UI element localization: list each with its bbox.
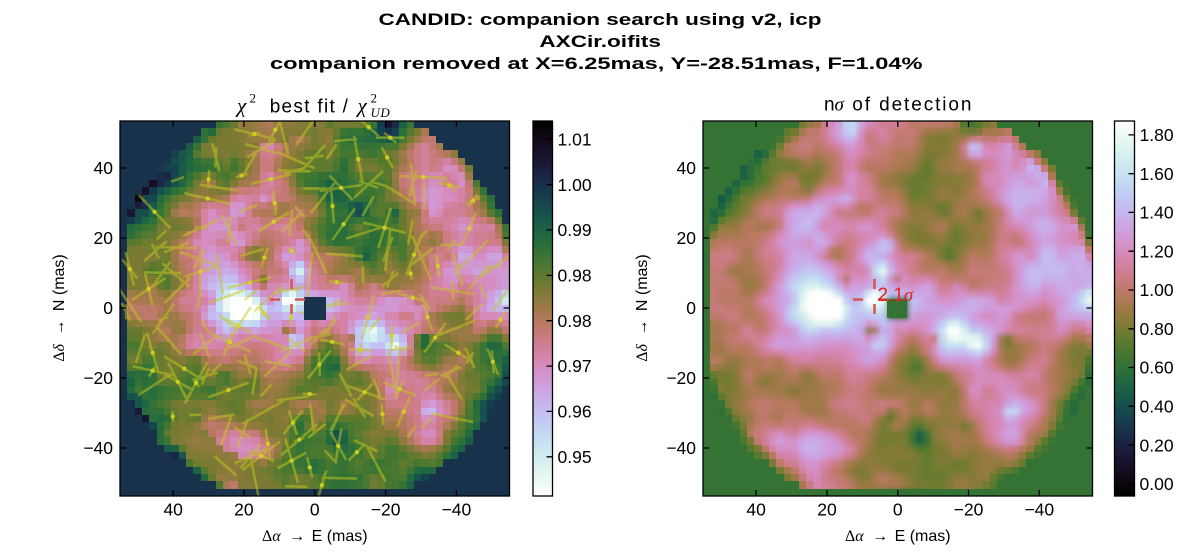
svg-text:UD: UD (371, 105, 391, 120)
svg-text:0.20: 0.20 (1140, 435, 1174, 455)
svg-text:−40: −40 (1024, 499, 1054, 519)
svg-text:1.40: 1.40 (1140, 203, 1174, 223)
svg-text:χ: χ (356, 94, 368, 118)
svg-text:0.97: 0.97 (558, 356, 592, 376)
svg-text:40: 40 (677, 158, 697, 178)
svg-text:Δα → E (mas): Δα → E (mas) (845, 528, 951, 545)
svg-text:0.40: 0.40 (1140, 397, 1174, 417)
svg-text:−20: −20 (954, 499, 984, 519)
svg-text:−20: −20 (666, 368, 696, 388)
svg-text:0: 0 (893, 499, 903, 519)
svg-text:−20: −20 (371, 499, 401, 519)
svg-text:0: 0 (103, 298, 113, 318)
svg-text:2.1σ: 2.1σ (878, 285, 914, 306)
svg-text:0.95: 0.95 (558, 447, 592, 467)
svg-text:0.60: 0.60 (1140, 358, 1174, 378)
svg-text:Δα → E (mas): Δα → E (mas) (262, 528, 368, 545)
svg-text:χ: χ (235, 94, 247, 118)
svg-text:−20: −20 (83, 368, 113, 388)
svg-text:0.96: 0.96 (558, 402, 592, 422)
svg-text:Δδ → N (mas): Δδ → N (mas) (634, 254, 651, 362)
svg-text:AXCir.oifits: AXCir.oifits (539, 32, 661, 51)
svg-text:0.98: 0.98 (558, 266, 592, 286)
svg-text:best fit /: best fit / (270, 97, 350, 118)
svg-text:2: 2 (371, 91, 378, 106)
svg-text:1.60: 1.60 (1140, 164, 1174, 184)
svg-text:0: 0 (686, 298, 696, 318)
svg-text:0.99: 0.99 (558, 220, 592, 240)
svg-text:Δδ → N (mas): Δδ → N (mas) (51, 254, 68, 362)
svg-text:0: 0 (310, 499, 320, 519)
svg-text:2: 2 (250, 91, 257, 106)
svg-text:companion removed at X=6.25mas: companion removed at X=6.25mas, Y=-28.51… (270, 54, 923, 73)
svg-text:1.00: 1.00 (1140, 280, 1174, 300)
svg-text:σ: σ (835, 95, 845, 116)
svg-text:20: 20 (234, 499, 254, 519)
svg-text:0.98: 0.98 (558, 311, 592, 331)
svg-text:n: n (824, 95, 835, 116)
svg-text:20: 20 (817, 499, 837, 519)
svg-text:−40: −40 (442, 499, 472, 519)
svg-text:1.00: 1.00 (558, 175, 592, 195)
svg-text:−40: −40 (83, 438, 113, 458)
svg-text:1.80: 1.80 (1140, 125, 1174, 145)
svg-text:of detection: of detection (852, 95, 973, 116)
svg-text:−40: −40 (666, 438, 696, 458)
svg-text:20: 20 (94, 228, 114, 248)
svg-text:1.20: 1.20 (1140, 241, 1174, 261)
svg-text:1.01: 1.01 (558, 130, 592, 150)
svg-text:40: 40 (746, 499, 766, 519)
svg-text:CANDID: companion search using: CANDID: companion search using v2, icp (379, 10, 822, 29)
svg-text:0.00: 0.00 (1140, 474, 1174, 494)
svg-text:20: 20 (677, 228, 697, 248)
svg-text:40: 40 (94, 158, 114, 178)
svg-text:0.80: 0.80 (1140, 319, 1174, 339)
svg-text:40: 40 (163, 499, 183, 519)
